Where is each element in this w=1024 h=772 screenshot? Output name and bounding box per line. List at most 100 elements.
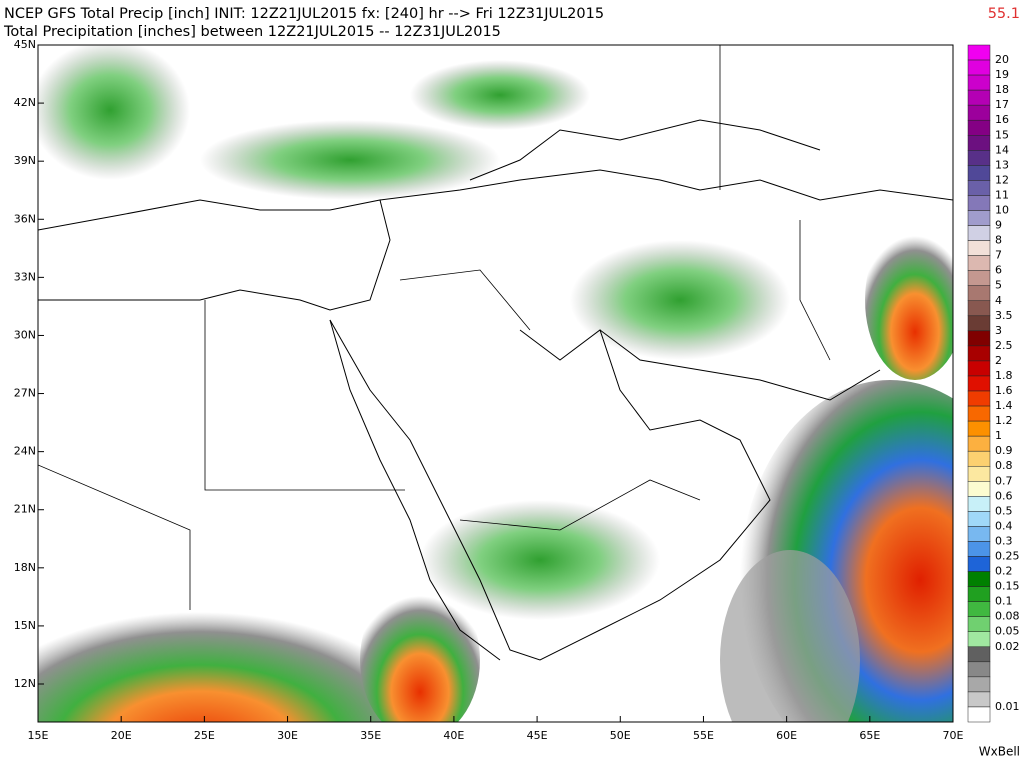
color-swatch — [967, 706, 991, 723]
colorbar-label: 14 — [995, 143, 1009, 156]
color-swatch — [967, 435, 991, 452]
precip-area — [360, 580, 480, 722]
color-swatch — [967, 345, 991, 362]
lat-label: 39N — [14, 154, 36, 167]
colorbar-label: 5 — [995, 279, 1002, 292]
colorbar-label: 0.7 — [995, 474, 1013, 487]
colorbar-label: 4 — [995, 294, 1002, 307]
title: NCEP GFS Total Precip [inch] INIT: 12Z21… — [4, 6, 604, 22]
map-field — [38, 45, 953, 722]
colorbar-label: 9 — [995, 219, 1002, 232]
colorbar-label: 0.2 — [995, 565, 1013, 578]
color-swatch — [967, 481, 991, 497]
colorbar-label: 2 — [995, 354, 1002, 367]
colorbar: 20 19 18 17 16 15 14 13 12 11 10 9 8 7 6 5 4 3.5 3 2.5 2 1.8 1… — [967, 44, 1020, 723]
color-swatch — [967, 661, 991, 678]
color-swatch — [967, 315, 991, 332]
colorbar-label: 0.8 — [995, 459, 1013, 472]
colorbar-label: 11 — [995, 188, 1009, 201]
lat-label: 42N — [14, 96, 36, 109]
color-swatch — [967, 119, 991, 136]
precip-area — [410, 60, 590, 130]
colorbar-label: 0.6 — [995, 489, 1013, 502]
lon-label: 15E — [28, 729, 49, 742]
colorbar-label: 1 — [995, 429, 1002, 442]
colorbar-label: 3.5 — [995, 309, 1013, 322]
subtitle: Total Precipitation [inches] between 12Z… — [3, 24, 501, 40]
color-swatch — [967, 616, 991, 632]
colorbar-label: 3 — [995, 324, 1002, 337]
color-swatch — [967, 586, 991, 602]
colorbar-label: 0.02 — [995, 640, 1020, 653]
colorbar-label: 10 — [995, 203, 1009, 216]
lon-label: 50E — [610, 729, 631, 742]
color-swatch — [967, 255, 991, 271]
lon-label: 40E — [443, 729, 464, 742]
lat-label: 21N — [14, 503, 36, 516]
lon-label: 70E — [943, 729, 964, 742]
color-swatch — [967, 405, 991, 422]
colorbar-label: 16 — [995, 113, 1009, 126]
colorbar-label: 0.9 — [995, 444, 1013, 457]
color-swatch — [967, 526, 991, 542]
lat-label: 30N — [14, 328, 36, 341]
color-swatch — [967, 180, 991, 196]
color-swatch — [967, 691, 991, 708]
lon-label: 20E — [111, 729, 132, 742]
color-swatch — [967, 104, 991, 121]
color-swatch — [967, 450, 991, 467]
colorbar-label: 0.3 — [995, 534, 1013, 547]
precip-area — [38, 590, 400, 722]
colorbar-label: 0.08 — [995, 610, 1020, 623]
colorbar-label: 20 — [995, 53, 1009, 66]
color-swatch — [967, 225, 991, 241]
color-swatch — [967, 165, 991, 181]
colorbar-label: 15 — [995, 128, 1009, 141]
lon-label: 25E — [194, 729, 215, 742]
map-frame — [37, 44, 954, 723]
color-swatch — [967, 556, 991, 572]
color-swatch — [967, 646, 991, 663]
max-value: 55.1 — [988, 6, 1020, 22]
color-swatch — [967, 59, 991, 76]
coastlines — [38, 119, 953, 661]
colorbar-label: 0.01 — [995, 700, 1020, 713]
color-swatch — [967, 330, 991, 347]
lat-label: 45N — [14, 38, 36, 51]
color-swatch — [967, 74, 991, 91]
color-swatch — [967, 150, 991, 166]
colorbar-label: 19 — [995, 68, 1009, 81]
color-swatch — [967, 44, 991, 61]
color-swatch — [967, 270, 991, 286]
colorbar-label: 2.5 — [995, 339, 1013, 352]
color-swatch — [967, 285, 991, 302]
borders — [38, 45, 831, 610]
colorbar-label: 7 — [995, 249, 1002, 262]
colorbar-label: 0.4 — [995, 519, 1013, 532]
precip-area — [720, 550, 860, 722]
colorbar-label: 0.5 — [995, 504, 1013, 517]
colorbar-label: 0.05 — [995, 625, 1020, 638]
lat-label: 12N — [14, 677, 36, 690]
color-swatch — [967, 676, 991, 693]
precip-area — [420, 500, 660, 620]
color-swatch — [967, 240, 991, 256]
color-swatch — [967, 195, 991, 211]
color-swatch — [967, 541, 991, 557]
color-swatch — [967, 465, 991, 482]
lon-label: 65E — [859, 729, 880, 742]
color-swatch — [967, 210, 991, 226]
color-swatch — [967, 571, 991, 587]
precip-area — [865, 220, 953, 380]
color-swatch — [967, 496, 991, 512]
colorbar-label: 1.8 — [995, 369, 1013, 382]
lat-label: 36N — [14, 212, 36, 225]
color-swatch — [967, 360, 991, 377]
colorbar-label: 8 — [995, 234, 1002, 247]
colorbar-label: 1.6 — [995, 384, 1013, 397]
color-swatch — [967, 375, 991, 392]
color-swatch — [967, 631, 991, 648]
color-swatch — [967, 511, 991, 527]
color-swatch — [967, 135, 991, 151]
